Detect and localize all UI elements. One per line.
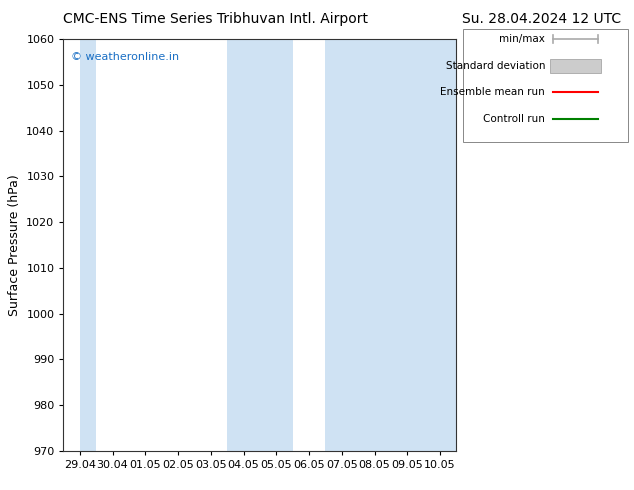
Text: Standard deviation: Standard deviation <box>446 61 545 71</box>
FancyBboxPatch shape <box>463 29 628 142</box>
Text: min/max: min/max <box>500 34 545 44</box>
FancyBboxPatch shape <box>550 59 601 73</box>
Bar <box>325 39 424 451</box>
Text: Ensemble mean run: Ensemble mean run <box>441 87 545 97</box>
Text: Controll run: Controll run <box>483 114 545 123</box>
Y-axis label: Surface Pressure (hPa): Surface Pressure (hPa) <box>8 174 21 316</box>
Bar <box>424 39 456 451</box>
Bar <box>227 39 293 451</box>
Text: Su. 28.04.2024 12 UTC: Su. 28.04.2024 12 UTC <box>462 12 621 26</box>
Bar <box>80 39 96 451</box>
Text: CMC-ENS Time Series Tribhuvan Intl. Airport: CMC-ENS Time Series Tribhuvan Intl. Airp… <box>63 12 368 26</box>
Text: © weatheronline.in: © weatheronline.in <box>71 51 179 62</box>
